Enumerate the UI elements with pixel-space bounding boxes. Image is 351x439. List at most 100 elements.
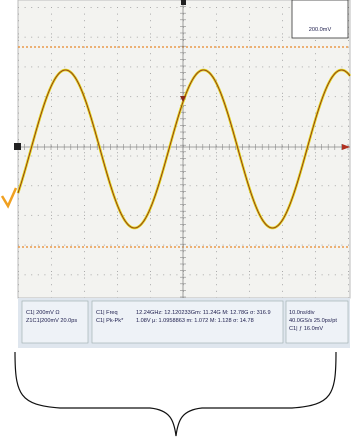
grid-dot	[282, 257, 283, 259]
grid-dot	[51, 26, 52, 28]
grid-dot	[150, 264, 151, 266]
grid-dot	[216, 274, 217, 276]
grid-dot	[143, 96, 145, 98]
grid-dot	[123, 244, 125, 246]
grid-dot	[84, 106, 85, 107]
grid-dot	[24, 155, 26, 157]
trigger-marker	[181, 0, 186, 5]
grid-dot	[222, 214, 224, 216]
grid-dot	[64, 214, 66, 216]
grid-dot	[84, 145, 85, 147]
grid-dot	[315, 53, 316, 55]
grid-dot	[57, 244, 59, 246]
grid-dot	[77, 155, 79, 157]
grid-dot	[229, 96, 231, 98]
grid-dot	[84, 119, 85, 121]
grid-dot	[150, 214, 151, 216]
grid-dot	[301, 244, 303, 246]
grid-dot	[51, 112, 52, 114]
grid-dot	[44, 7, 46, 8]
grid-dot	[242, 155, 244, 157]
grid-dot	[249, 13, 250, 15]
grid-dot	[196, 155, 198, 157]
grid-dot	[183, 20, 184, 22]
grid-dot	[282, 172, 283, 173]
grid-dot	[150, 178, 151, 180]
grid-dot	[84, 297, 85, 299]
grid-dot	[308, 66, 310, 68]
grid-dot	[84, 198, 85, 200]
grid-dot	[70, 125, 72, 127]
grid-dot	[282, 274, 283, 276]
panel-line: C1| Pk-Pk*	[96, 318, 124, 324]
grid-dot	[183, 274, 184, 276]
grid-dot	[150, 79, 151, 81]
grid-dot	[183, 224, 184, 226]
grid-dot	[242, 66, 244, 68]
grid-dot	[84, 20, 85, 22]
grid-dot	[235, 125, 237, 127]
grid-dot	[235, 274, 237, 276]
grid-dot	[282, 125, 283, 127]
grid-dot	[348, 33, 349, 35]
grid-dot	[51, 231, 52, 233]
grid-dot	[268, 244, 270, 246]
grid-dot	[183, 145, 184, 147]
grid-dot	[117, 198, 118, 200]
grid-dot	[57, 214, 59, 216]
grid-dot	[77, 214, 79, 216]
grid-dot	[209, 274, 211, 276]
grid-dot	[348, 198, 349, 200]
grid-dot	[229, 155, 231, 157]
grid-dot	[150, 218, 151, 220]
grid-dot	[110, 66, 112, 68]
grid-dot	[117, 165, 118, 167]
grid-dot	[242, 125, 244, 127]
grid-dot	[288, 244, 290, 246]
grid-dot	[268, 274, 270, 276]
grid-dot	[262, 7, 264, 8]
grid-dot	[97, 125, 99, 127]
grid-dot	[275, 185, 277, 187]
arrow-icon	[0, 187, 18, 209]
grid-dot	[268, 155, 270, 157]
channel-marker	[14, 143, 21, 150]
grid-dot	[321, 66, 323, 68]
grid-dot	[37, 96, 39, 98]
grid-dot	[51, 53, 52, 55]
grid-dot	[288, 185, 290, 187]
grid-dot	[117, 7, 118, 8]
grid-dot	[235, 36, 237, 38]
grid-dot	[341, 66, 343, 68]
grid-dot	[110, 125, 112, 127]
grid-dot	[97, 214, 99, 216]
grid-dot	[189, 7, 191, 8]
grid-dot	[169, 66, 171, 68]
grid-dot	[282, 158, 283, 160]
panel	[21, 300, 89, 344]
grid-dot	[117, 238, 118, 239]
grid-dot	[18, 86, 19, 88]
grid-dot	[229, 274, 231, 276]
grid-dot	[70, 96, 72, 98]
grid-dot	[156, 274, 158, 276]
grid-dot	[183, 13, 184, 15]
grid-dot	[90, 125, 92, 127]
grid-dot	[117, 297, 118, 299]
grid-dot	[348, 59, 349, 61]
grid-dot	[97, 155, 99, 157]
grid-dot	[282, 33, 283, 35]
grid-dot	[348, 155, 349, 157]
grid-dot	[334, 185, 336, 187]
grid-dot	[150, 284, 151, 286]
grid-dot	[315, 73, 316, 74]
grid-dot	[117, 112, 118, 114]
grid-dot	[18, 92, 19, 94]
grid-dot	[315, 40, 316, 41]
grid-dot	[249, 198, 250, 200]
grid-dot	[295, 96, 297, 98]
grid-dot	[117, 172, 118, 173]
grid-dot	[18, 119, 19, 121]
grid-dot	[235, 244, 237, 246]
grid-dot	[216, 125, 217, 127]
